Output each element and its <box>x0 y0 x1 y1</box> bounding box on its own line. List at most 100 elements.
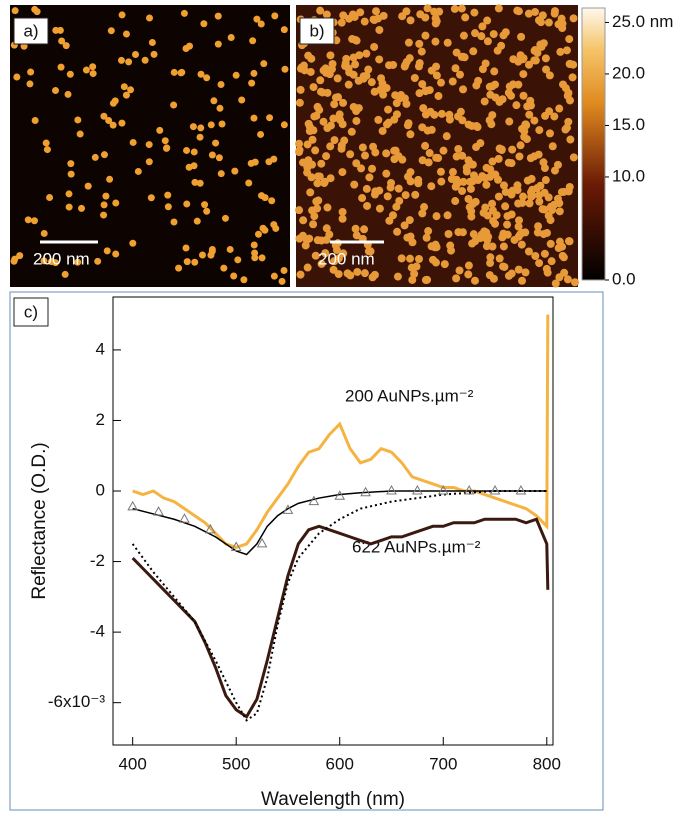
particle <box>317 259 326 268</box>
particle <box>271 12 279 20</box>
particle <box>341 62 350 71</box>
particle <box>164 203 172 211</box>
particle <box>196 179 204 187</box>
particle <box>191 258 199 266</box>
particle <box>352 116 361 125</box>
particle <box>570 278 579 287</box>
particle <box>432 71 441 80</box>
particle <box>527 192 536 201</box>
particle <box>338 168 347 177</box>
panel-label-box <box>13 17 49 45</box>
particle <box>487 120 496 129</box>
particle <box>281 65 289 73</box>
particle <box>541 111 550 120</box>
marker <box>282 504 294 514</box>
particle <box>515 152 524 161</box>
particle <box>408 275 417 284</box>
particle <box>545 129 554 138</box>
scale-bar-label: 200 nm <box>318 249 375 268</box>
particle <box>250 241 258 249</box>
y-tick-label: 0 <box>96 481 105 500</box>
particle <box>296 270 305 279</box>
particle <box>494 4 503 13</box>
particle <box>374 14 383 23</box>
particle <box>319 66 328 75</box>
particle <box>343 269 352 278</box>
particle <box>431 37 440 46</box>
particle <box>313 179 322 188</box>
particle <box>400 221 409 230</box>
particle <box>103 247 111 255</box>
particle <box>423 4 432 13</box>
particle <box>374 115 383 124</box>
particle <box>421 276 430 285</box>
particle <box>65 190 73 198</box>
series-line <box>132 490 547 556</box>
particle <box>541 54 550 63</box>
particle <box>334 254 343 263</box>
particle <box>170 218 178 226</box>
particle <box>450 4 459 13</box>
particle <box>214 12 222 20</box>
particle <box>24 216 32 224</box>
particle <box>193 217 201 225</box>
particle <box>351 224 360 233</box>
particle <box>406 16 415 25</box>
particle <box>504 88 513 97</box>
particle <box>524 247 533 256</box>
particle <box>555 104 564 113</box>
particle <box>385 61 394 70</box>
particle <box>531 251 540 260</box>
particle <box>74 116 82 124</box>
particle <box>421 31 430 40</box>
particle <box>518 55 527 64</box>
particle <box>503 220 512 229</box>
particle <box>57 63 65 71</box>
particle <box>62 42 70 50</box>
particle <box>469 47 478 56</box>
particle <box>424 158 433 167</box>
particle <box>499 262 508 271</box>
particle <box>266 114 274 122</box>
particle <box>215 154 223 162</box>
particle <box>498 95 507 104</box>
particle <box>431 19 440 28</box>
particle <box>436 167 445 176</box>
particle <box>61 270 69 278</box>
particle <box>220 264 228 272</box>
y-tick-label: 2 <box>96 410 105 429</box>
particle <box>383 192 392 201</box>
particle <box>323 203 332 212</box>
particle <box>382 149 391 158</box>
particle <box>362 49 371 58</box>
particle <box>352 231 361 240</box>
annotation: 622 AuNPs.µm⁻² <box>352 537 481 556</box>
particle <box>469 171 478 180</box>
marker <box>360 486 371 497</box>
particle <box>471 237 480 246</box>
plot-frame <box>112 296 554 746</box>
particle <box>556 47 565 56</box>
particle <box>368 273 377 282</box>
particle <box>178 68 186 76</box>
particle <box>259 224 267 232</box>
particle <box>370 42 379 51</box>
marker <box>412 484 423 495</box>
particle <box>384 118 393 127</box>
particle <box>509 80 518 89</box>
particle <box>51 259 59 267</box>
marker <box>204 523 216 534</box>
particle <box>217 80 225 88</box>
particle <box>183 200 191 208</box>
x-tick-label: 800 <box>533 754 561 773</box>
particle <box>518 228 527 237</box>
particle <box>406 130 415 139</box>
particle <box>170 68 178 76</box>
particle <box>534 150 543 159</box>
particle <box>417 47 426 56</box>
particle <box>295 206 304 215</box>
particle <box>203 74 211 82</box>
colorbar-tick-label: 0.0 <box>612 269 636 288</box>
particle <box>127 86 135 94</box>
particle <box>464 261 473 270</box>
